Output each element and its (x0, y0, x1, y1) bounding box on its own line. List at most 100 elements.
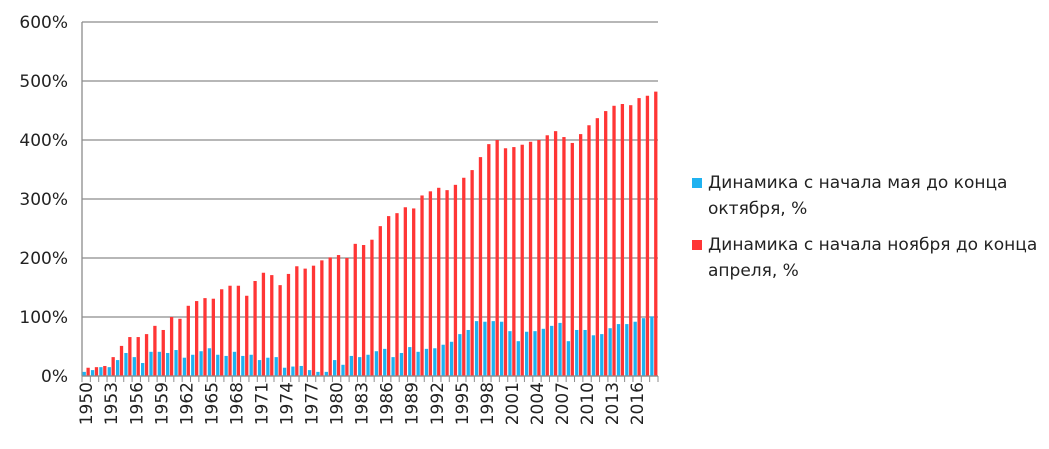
x-tick-label: 1968 (227, 382, 247, 425)
x-tick-label: 1974 (278, 382, 298, 425)
bar-may-october-2010 (583, 329, 587, 376)
bar-may-october-2012 (600, 334, 604, 376)
legend-item-november-april: Динамика с начала ноября до конца апреля… (692, 232, 1042, 284)
bar-november-april-2008 (570, 142, 574, 376)
bar-may-october-1952 (99, 367, 103, 376)
x-tick-label: 2010 (578, 382, 598, 425)
bar-november-april-1998 (487, 144, 491, 376)
bar-november-april-1977 (311, 265, 316, 376)
bar-may-october-1965 (207, 348, 212, 376)
bar-may-october-1971 (257, 360, 262, 376)
bar-november-april-1959 (161, 329, 165, 376)
bar-november-april-2015 (629, 105, 633, 376)
bar-may-october-1988 (399, 352, 404, 376)
bar-may-october-1953 (107, 367, 111, 376)
bar-november-april-2018 (654, 91, 658, 377)
bar-may-october-2005 (541, 328, 546, 376)
x-tick-label: 1962 (177, 382, 197, 425)
bar-may-october-1957 (141, 363, 145, 376)
x-tick-label: 1992 (428, 382, 448, 425)
bar-november-april-1970 (253, 281, 257, 376)
bar-november-april-1994 (453, 184, 458, 376)
bar-may-october-1982 (349, 355, 354, 376)
bar-november-april-2004 (537, 140, 541, 376)
bar-november-april-1991 (428, 191, 433, 376)
bar-november-april-1986 (386, 216, 391, 376)
bar-may-october-2001 (508, 331, 512, 376)
bar-may-october-1998 (483, 321, 487, 376)
bar-november-april-1981 (345, 258, 349, 376)
bar-november-april-1988 (403, 207, 407, 376)
bar-may-october-1994 (449, 341, 454, 376)
bar-november-april-1975 (295, 266, 299, 376)
bar-may-october-1959 (157, 351, 162, 376)
bar-november-april-1972 (270, 275, 274, 376)
bar-november-april-2010 (587, 125, 591, 376)
legend-item-may-october: Динамика с начала мая до конца октября, … (692, 170, 1042, 222)
bar-may-october-1973 (274, 357, 278, 376)
y-tick-label: 200% (19, 249, 68, 269)
bar-may-october-1963 (191, 354, 195, 376)
bar-november-april-2017 (645, 95, 650, 376)
bar-may-october-1961 (174, 350, 178, 376)
bar-may-october-2000 (499, 321, 504, 376)
x-tick-label: 1953 (102, 382, 122, 425)
bar-may-october-1985 (374, 351, 379, 376)
bar-november-april-1995 (462, 177, 466, 376)
bar-may-october-1979 (324, 371, 328, 376)
bar-may-october-1960 (166, 352, 170, 376)
x-tick-label: 1959 (152, 382, 172, 425)
bar-november-april-2013 (612, 105, 616, 376)
x-tick-label: 1989 (403, 382, 423, 425)
bar-may-october-1981 (341, 364, 345, 376)
bar-may-october-1987 (391, 357, 395, 376)
bar-november-april-1952 (103, 365, 107, 376)
bar-november-april-1984 (370, 239, 374, 376)
y-tick-label: 600% (19, 13, 68, 33)
bar-may-october-2004 (533, 331, 537, 376)
bar-may-october-1950 (82, 371, 86, 376)
bar-november-april-1976 (303, 268, 307, 376)
bar-may-october-2006 (550, 325, 554, 376)
bar-november-april-1978 (320, 260, 324, 376)
y-tick-label: 500% (19, 72, 68, 92)
bar-november-april-1982 (353, 243, 357, 376)
bar-may-october-1974 (282, 367, 287, 376)
bar-may-october-2002 (516, 341, 520, 376)
x-tick-label: 2007 (553, 382, 573, 425)
x-tick-label: 2004 (528, 382, 548, 425)
bar-may-october-1972 (266, 357, 270, 376)
bar-november-april-1974 (286, 273, 291, 376)
bar-november-april-1956 (136, 337, 140, 376)
x-tick-label: 1956 (127, 382, 147, 425)
bar-november-april-2003 (528, 141, 533, 376)
x-tick-label: 2016 (628, 382, 648, 425)
bar-may-october-1975 (291, 366, 295, 376)
bar-november-april-1951 (94, 367, 99, 376)
x-tick-label: 1986 (378, 382, 398, 425)
bar-may-october-2014 (616, 324, 621, 376)
bar-november-april-2001 (512, 147, 516, 376)
bar-may-october-2003 (525, 331, 529, 376)
bar-november-april-1993 (445, 190, 449, 376)
bar-may-october-2015 (625, 324, 629, 376)
bar-november-april-1964 (203, 298, 207, 376)
bar-may-october-1955 (124, 352, 128, 376)
x-tick-label: 2013 (603, 382, 623, 425)
bar-november-april-1958 (153, 325, 157, 376)
bar-november-april-1985 (378, 226, 382, 376)
bar-may-october-1969 (241, 355, 245, 376)
bar-november-april-1996 (470, 170, 474, 376)
bar-may-october-2017 (641, 318, 646, 376)
bar-may-october-2009 (575, 329, 579, 376)
bar-may-october-1967 (224, 355, 228, 376)
bar-november-april-1954 (119, 345, 124, 376)
bar-november-april-1966 (220, 289, 224, 376)
bar-may-october-1966 (216, 354, 220, 376)
bar-november-april-1971 (261, 272, 266, 376)
bar-november-april-1950 (86, 367, 90, 376)
bar-may-october-1962 (182, 357, 187, 376)
bar-november-april-1957 (144, 334, 149, 376)
bar-may-october-2007 (558, 322, 562, 376)
bar-november-april-1999 (495, 140, 499, 376)
